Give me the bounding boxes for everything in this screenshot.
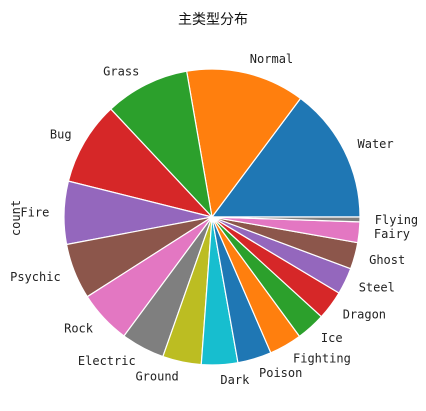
pie-label-psychic: Psychic — [10, 270, 61, 284]
pie-label-water: Water — [358, 137, 394, 151]
pie-slice-grass — [110, 70, 213, 218]
pie-label-dark: Dark — [220, 373, 250, 387]
chart-title: 主类型分布 — [178, 12, 248, 28]
pie-label-grass: Grass — [103, 65, 139, 79]
pie-label-ice: Ice — [321, 331, 343, 345]
pie-label-rock: Rock — [64, 321, 94, 335]
pie-label-ghost: Ghost — [369, 253, 405, 267]
pie-label-dragon: Dragon — [343, 307, 386, 321]
pie-label-flying: Flying — [375, 213, 418, 227]
pie-label-fire: Fire — [20, 206, 49, 220]
pie-label-normal: Normal — [250, 52, 293, 66]
pie-slice-normal — [186, 68, 302, 218]
pie-labels: Water Normal Grass Bug Fire Psychic Rock Electr… — [10, 52, 418, 387]
pie-slice-water — [211, 97, 361, 218]
pie-slices — [63, 68, 361, 366]
pie-label-ground: Ground — [135, 370, 178, 384]
pie-label-electric: Electric — [78, 354, 136, 368]
y-axis-label: count — [9, 200, 23, 236]
pie-label-steel: Steel — [359, 281, 395, 295]
pie-slice-flying — [211, 216, 361, 223]
pie-label-poison: Poison — [259, 366, 302, 380]
pie-label-bug: Bug — [50, 128, 72, 142]
pie-label-fighting: Fighting — [293, 351, 351, 365]
pie-label-fairy: Fairy — [374, 227, 410, 241]
